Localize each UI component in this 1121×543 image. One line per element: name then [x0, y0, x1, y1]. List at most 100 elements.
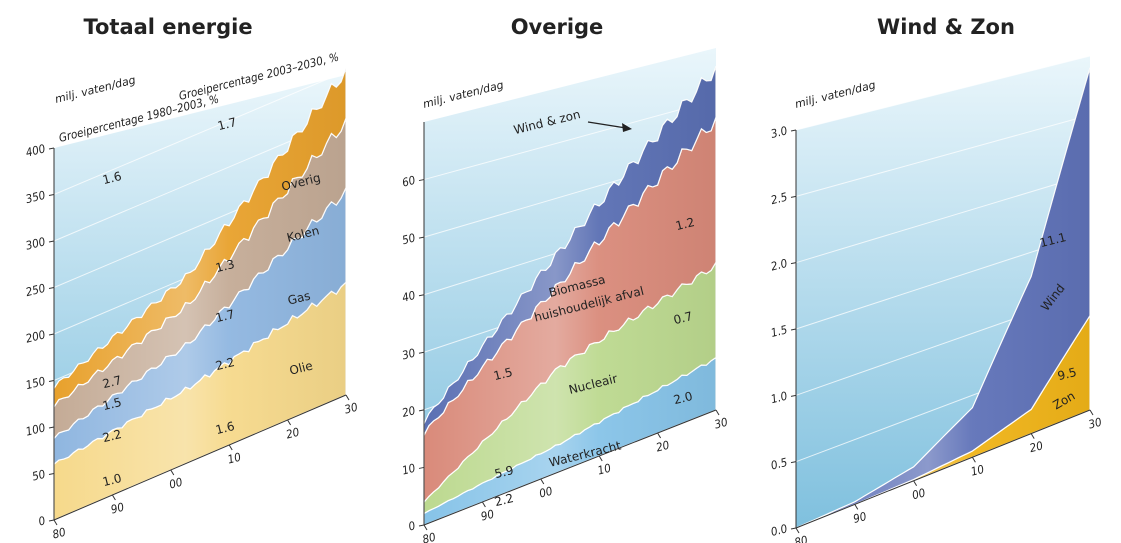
- growth-olie-2003: 1.6: [214, 419, 236, 437]
- growth-wind-2003: 11.1: [1038, 230, 1067, 250]
- y-tick: [790, 262, 797, 265]
- growth-overig-1980: 2.7: [101, 373, 123, 391]
- growth-biomassa-2003: 1.2: [674, 215, 696, 233]
- x-tick: [540, 478, 545, 485]
- gridline: [53, 24, 347, 149]
- growth-waterkracht-1980: 2.2: [493, 491, 515, 509]
- y-tick-label: 50: [401, 230, 418, 247]
- gridline: [795, 173, 1091, 264]
- y-tick-label: 0: [407, 518, 417, 533]
- x-axis: 80 90 00 10 20 30: [51, 394, 360, 542]
- chart-totaal-energie: Totaal energie 050100150200250300350400 …: [24, 15, 359, 542]
- area-shine: [424, 66, 716, 436]
- y-tick-label: 200: [24, 327, 47, 345]
- x-tick: [715, 409, 720, 416]
- area-shine: [54, 282, 346, 520]
- chart-wind-zon: Wind & Zon 0.0 0.5 1.0 1.5 2.0 2.5 3.0 80 90 00 1…: [769, 15, 1103, 543]
- y-tick: [418, 524, 425, 527]
- growth-olie-1980: 1.0: [101, 471, 123, 489]
- x-axis: 80 90 00 10 20 30: [421, 409, 730, 543]
- y-tick: [48, 426, 55, 429]
- x-tick-label: 10: [596, 461, 613, 478]
- x-tick: [913, 480, 918, 487]
- y-tick: [418, 351, 425, 354]
- x-tick: [971, 456, 976, 463]
- growth-total-1980: 1.6: [101, 169, 123, 187]
- gridline: [795, 55, 1091, 131]
- x-tick: [598, 455, 603, 462]
- area-shine: [424, 357, 716, 525]
- x-tick-label: 90: [852, 509, 869, 526]
- x-tick-label: 10: [969, 462, 986, 479]
- stacked-areas: [423, 66, 717, 526]
- x-tick-label: 00: [538, 484, 555, 501]
- arrow-head: [622, 123, 632, 132]
- x-tick-label: 00: [911, 485, 928, 502]
- growth-zon-2003: 9.5: [1056, 365, 1078, 383]
- y-tick: [48, 333, 55, 336]
- y-tick: [48, 380, 55, 382]
- y-tick: [48, 147, 55, 150]
- x-tick: [345, 394, 350, 401]
- y-tick-label: 250: [24, 281, 47, 299]
- y-tick: [790, 129, 797, 132]
- y-axis: 0.0 0.5 1.0 1.5 2.0 2.5 3.0: [769, 123, 797, 539]
- y-tick: [48, 519, 55, 522]
- growth-nucleair-1980: 5.9: [493, 463, 515, 481]
- x-tick: [170, 469, 175, 476]
- y-tick: [790, 527, 797, 530]
- growth-overig-2003: 1.3: [214, 257, 236, 275]
- y-tick: [418, 409, 425, 412]
- x-tick-label: 20: [285, 425, 302, 442]
- area-shine: [54, 187, 346, 465]
- y-tick-label: 100: [24, 420, 47, 438]
- growth-waterkracht-2003: 2.0: [672, 389, 694, 407]
- y-tick-label: 400: [24, 141, 47, 159]
- y-tick: [418, 466, 425, 469]
- x-axis-line: [795, 409, 1091, 529]
- growth-nucleair-2003: 0.7: [672, 309, 694, 327]
- y-tick-label: 3.0: [769, 123, 789, 141]
- annotation-arrow: [587, 121, 627, 129]
- gridline: [53, 70, 347, 195]
- area-shine: [796, 67, 1090, 529]
- series-label-gas: Gas: [286, 289, 312, 308]
- y-tick-label: 300: [24, 234, 47, 252]
- area-shine: [424, 117, 716, 503]
- y-tick-label: 0.0: [769, 521, 789, 539]
- x-axis-line: [53, 394, 347, 521]
- y-tick-label: 150: [24, 374, 47, 392]
- y-tick: [418, 179, 425, 182]
- x-tick-label: 00: [168, 475, 185, 492]
- y-tick-label: 0.5: [769, 455, 789, 473]
- stacked-areas: [53, 67, 347, 521]
- y-tick-label: 0: [37, 513, 47, 528]
- y-tick: [48, 194, 55, 196]
- growth-gas-2003: 2.2: [214, 355, 236, 373]
- chart-title: Overige: [511, 15, 604, 39]
- x-tick-label: 90: [109, 500, 126, 517]
- x-tick: [111, 494, 116, 501]
- x-tick: [854, 504, 859, 510]
- growth-kolen-2003: 1.7: [214, 307, 236, 325]
- x-tick-label: 80: [421, 530, 438, 543]
- y-tick-label: 1.0: [769, 389, 789, 407]
- y-axis-label: milj. vaten/dag: [794, 78, 877, 111]
- x-tick-label: 30: [1087, 415, 1104, 432]
- x-tick-label: 80: [51, 525, 68, 542]
- x-axis-line: [423, 409, 717, 526]
- chart-title: Totaal energie: [83, 15, 252, 39]
- y-axis-label: milj. vaten/dag: [54, 73, 137, 106]
- y-tick-label: 10: [401, 461, 418, 478]
- y-tick: [790, 461, 797, 464]
- y-tick-label: 30: [401, 346, 418, 363]
- y-tick: [418, 236, 425, 239]
- y-tick: [48, 287, 55, 289]
- y-tick-label: 50: [31, 467, 48, 484]
- series-labels: OlieGasKolenOverig1.02.21.52.71.61.62.21…: [101, 115, 322, 489]
- chart-title: Wind & Zon: [877, 15, 1015, 39]
- y-tick-label: 2.0: [769, 256, 789, 274]
- x-tick-label: 30: [713, 415, 730, 432]
